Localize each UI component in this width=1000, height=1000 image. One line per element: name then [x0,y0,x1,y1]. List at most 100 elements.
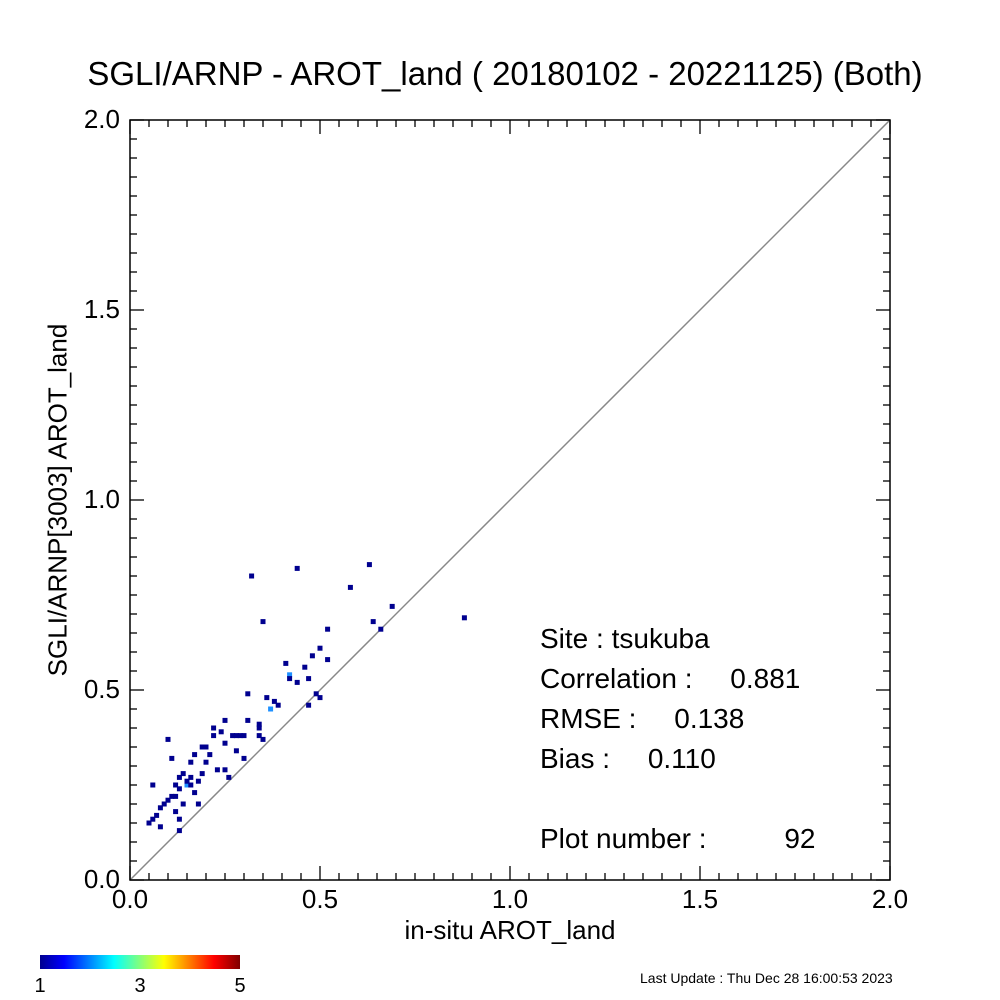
data-point [176,828,182,834]
data-point [271,698,277,704]
data-point [245,691,251,697]
data-point [241,733,247,739]
data-point [249,573,255,579]
data-point [287,676,293,682]
plot-frame [129,119,891,881]
data-point [256,733,262,739]
bias-value: 0.110 [647,743,716,774]
correlation-value: 0.881 [730,663,801,694]
data-point [317,645,323,651]
data-point [218,729,224,735]
data-point [222,740,228,746]
x-axis-label: in-situ AROT_land [404,915,616,945]
data-point [169,793,175,799]
data-point [317,695,323,701]
data-point [306,702,312,708]
colorbar-mid-label: 3 [134,975,146,997]
data-point [173,793,179,799]
data-point [157,805,163,811]
x-tick-label: 1.5 [681,884,719,914]
data-point [176,816,182,822]
x-tick-label: 0.5 [301,884,339,914]
data-point [211,733,217,739]
data-point [188,774,194,780]
data-point [173,782,179,788]
data-point [237,733,243,739]
data-points [146,562,467,834]
data-point [169,755,175,761]
data-point [176,774,182,780]
rmse-value: 0.138 [674,703,745,734]
data-point [366,562,372,568]
data-point [165,797,171,803]
last-update-text: Last Update : Thu Dec 28 16:00:53 2023 [640,970,893,986]
data-point [195,801,201,807]
data-point [226,774,232,780]
data-point [199,744,205,750]
data-point [195,778,201,784]
stat-rmse: RMSE : 0.138 [540,703,744,735]
x-tick-label: 1.0 [491,884,529,914]
data-point [192,790,198,796]
data-point [389,603,395,609]
data-point [245,717,251,723]
data-point [214,767,220,773]
plot-number-label: Plot number : [540,823,707,854]
data-point [184,782,190,788]
data-point [325,657,331,663]
chart-title: SGLI/ARNP - AROT_land ( 20180102 - 20221… [87,55,923,92]
y-tick-label: 2.0 [83,104,120,134]
data-point [275,702,281,708]
y-tick-label: 1.5 [83,294,120,324]
x-tick-label: 0.0 [111,884,149,914]
colorbar-max-label: 5 [234,975,246,997]
stat-plot-number: Plot number : 92 [540,823,815,855]
data-point [294,565,300,571]
one-to-one-line [129,119,891,881]
stat-site: Site : tsukuba [540,623,710,655]
data-point [188,759,194,765]
data-point [154,812,160,818]
data-point [157,824,163,830]
data-point [161,801,167,807]
data-point [203,759,209,765]
data-point [146,820,152,826]
data-point [287,672,293,678]
data-point [207,752,213,758]
data-point [378,626,384,632]
x-tick-label: 2.0 [871,884,909,914]
data-point [260,736,266,742]
y-tick-label: 0.5 [83,674,120,704]
data-point [302,664,308,670]
y-axis-label: SGLI/ARNP[3003] AROT_land [42,323,73,677]
data-point [294,679,300,685]
data-point [283,660,289,666]
data-point [260,619,266,625]
site-text: Site : tsukuba [540,623,710,654]
data-point [173,809,179,815]
rmse-label: RMSE : [540,703,637,734]
colorbar [40,955,240,969]
stat-bias: Bias : 0.110 [540,743,716,775]
data-point [461,615,467,621]
data-point [176,786,182,792]
data-point [256,725,262,731]
data-point [180,771,186,777]
data-point [192,752,198,758]
plot-number-value: 92 [784,823,816,854]
data-point [150,816,156,822]
data-point [199,771,205,777]
data-point [347,584,353,590]
data-point [203,744,209,750]
data-point [325,626,331,632]
bias-label: Bias : [540,743,611,774]
correlation-label: Correlation : [540,663,693,694]
y-tick-label: 1.0 [83,484,120,514]
data-point [256,721,262,727]
data-point [222,717,228,723]
stat-correlation: Correlation : 0.881 [540,663,800,695]
data-point [241,755,247,761]
data-point [180,801,186,807]
data-point [211,725,217,731]
